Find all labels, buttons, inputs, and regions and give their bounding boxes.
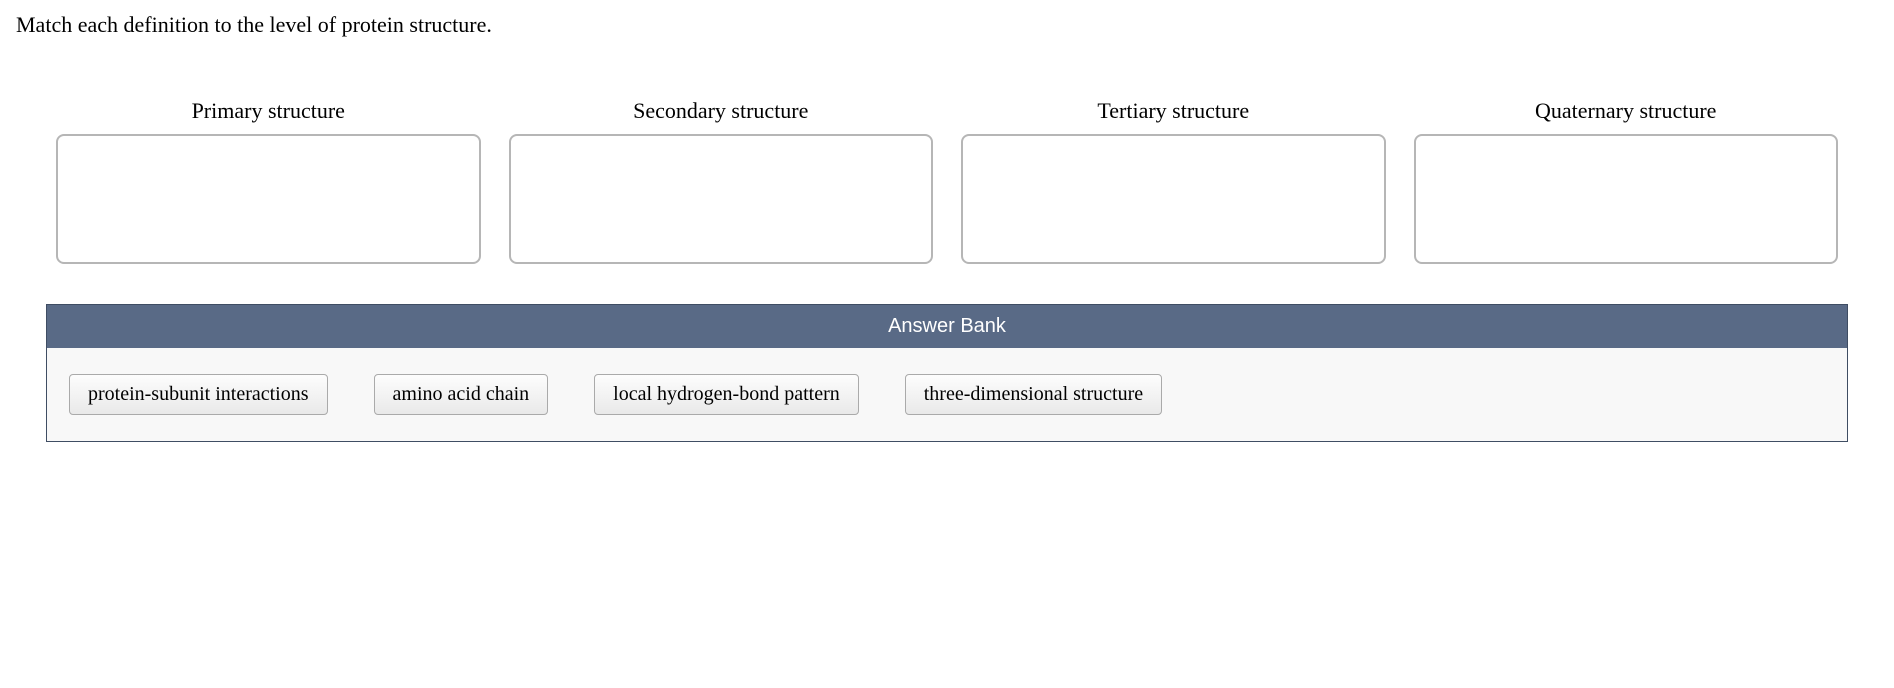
answer-chip[interactable]: local hydrogen-bond pattern <box>594 374 859 415</box>
answer-chip[interactable]: three-dimensional structure <box>905 374 1162 415</box>
answer-bank-body: protein-subunit interactions amino acid … <box>47 348 1847 441</box>
drop-zone-tertiary[interactable] <box>961 134 1386 264</box>
answer-bank-title: Answer Bank <box>47 305 1847 348</box>
drop-zone-primary[interactable] <box>56 134 481 264</box>
drop-col-primary: Primary structure <box>56 98 481 264</box>
drop-label-primary: Primary structure <box>192 98 345 124</box>
drop-col-quaternary: Quaternary structure <box>1414 98 1839 264</box>
drop-col-secondary: Secondary structure <box>509 98 934 264</box>
drop-label-secondary: Secondary structure <box>633 98 808 124</box>
answer-bank: Answer Bank protein-subunit interactions… <box>46 304 1848 442</box>
drop-zone-quaternary[interactable] <box>1414 134 1839 264</box>
drop-zone-secondary[interactable] <box>509 134 934 264</box>
drop-label-tertiary: Tertiary structure <box>1097 98 1249 124</box>
drop-label-quaternary: Quaternary structure <box>1535 98 1716 124</box>
drop-zone-row: Primary structure Secondary structure Te… <box>16 98 1878 304</box>
answer-chip[interactable]: protein-subunit interactions <box>69 374 328 415</box>
answer-chip[interactable]: amino acid chain <box>374 374 549 415</box>
drop-col-tertiary: Tertiary structure <box>961 98 1386 264</box>
question-prompt: Match each definition to the level of pr… <box>16 12 1878 38</box>
